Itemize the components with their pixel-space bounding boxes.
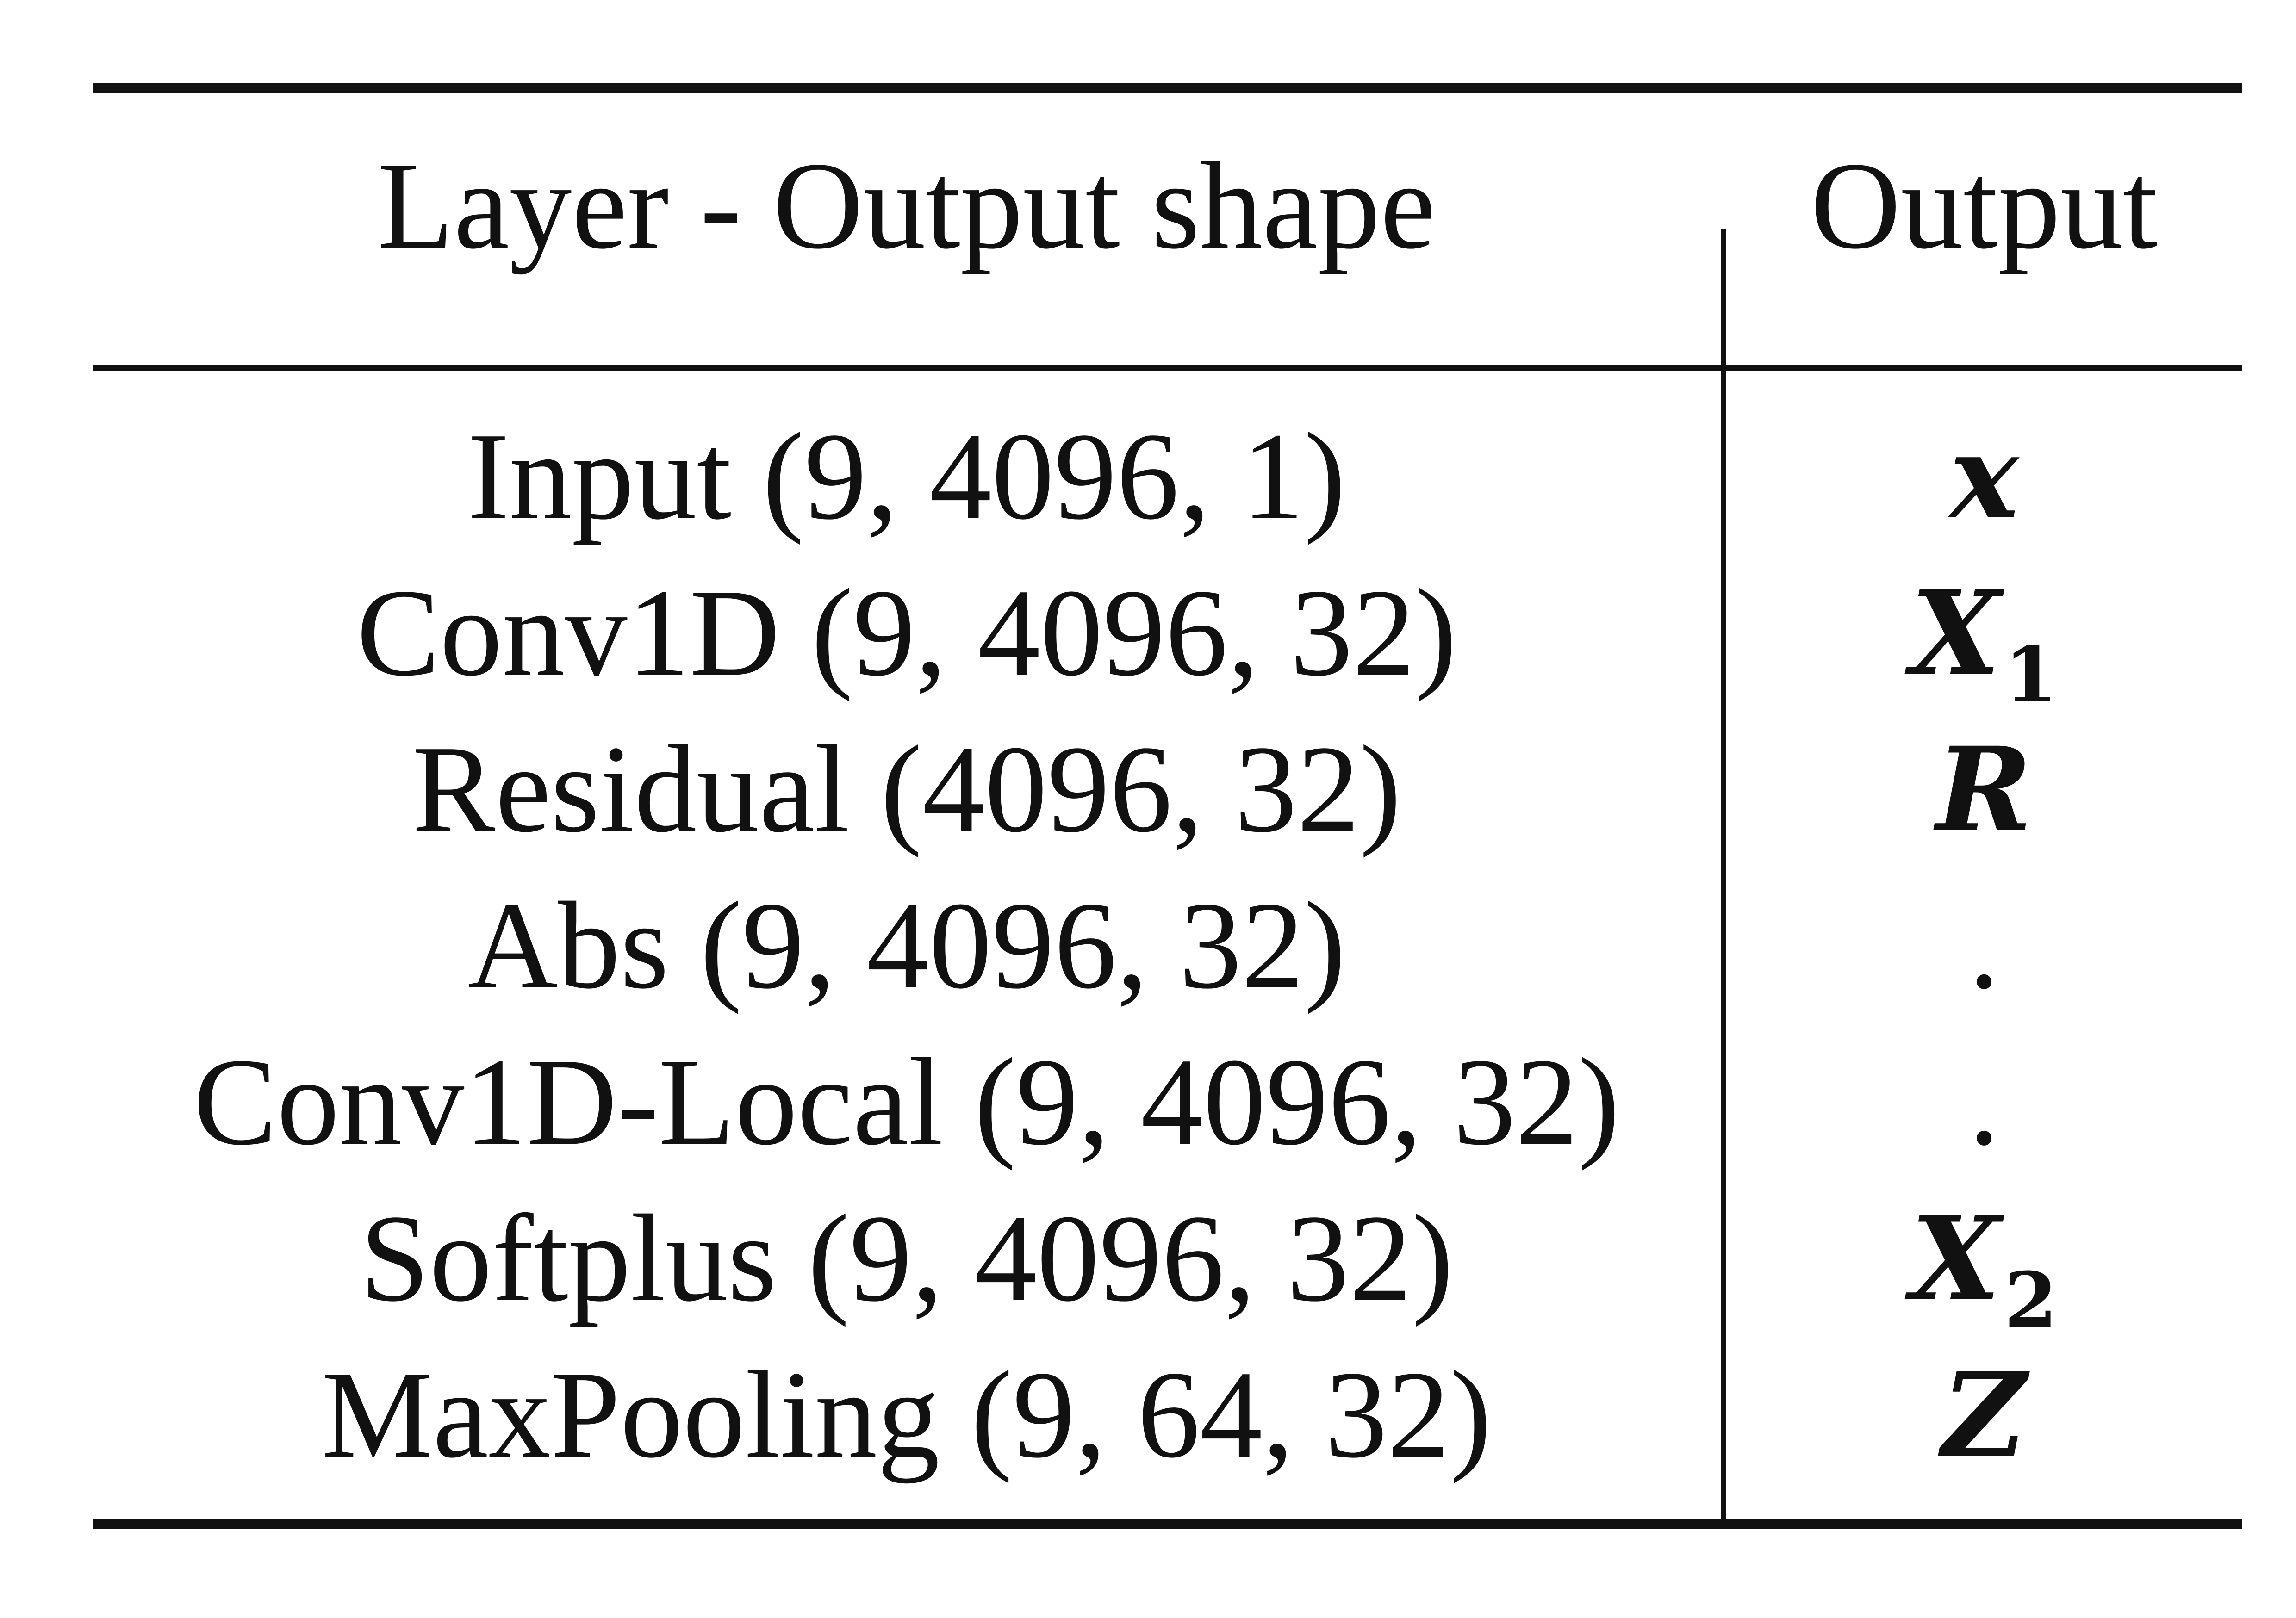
row-output: x [1726,419,2242,534]
output-symbol: X [1910,1190,2001,1327]
header-rule [93,365,2242,371]
output-symbol: x [1949,409,2019,545]
header-layer: Layer - Output shape [377,136,1436,275]
output-symbol: X [1910,565,2001,701]
output-symbol: . [1968,876,2000,1015]
top-rule [93,83,2242,93]
output-subscript: 1 [2004,630,2058,719]
row-layer: Residual (4096, 32) [412,720,1401,858]
row-layer: Abs (9, 4096, 32) [467,876,1346,1015]
column-divider [1721,229,1726,1525]
output-symbol: . [1968,1033,2000,1171]
row-output: . [1726,1040,2242,1165]
row-layer: Conv1D-Local (9, 4096, 32) [193,1033,1620,1171]
row-output: X1 [1726,575,2242,713]
row-output: X2 [1726,1201,2242,1339]
output-subscript: 2 [2004,1255,2058,1345]
row-output: . [1726,883,2242,1008]
row-layer: Input (9, 4096, 1) [467,407,1346,546]
row-layer: MaxPooling (9, 64, 32) [322,1345,1492,1484]
output-symbol: R [1936,721,2032,857]
header-output: Output [1810,136,2158,275]
row-output: Z [1726,1357,2242,1473]
bottom-rule [93,1519,2242,1529]
output-symbol: Z [1941,1347,2027,1483]
row-output: R [1726,732,2242,847]
row-layer: Conv1D (9, 4096, 32) [356,564,1457,702]
row-layer: Softplus (9, 4096, 32) [360,1189,1454,1327]
